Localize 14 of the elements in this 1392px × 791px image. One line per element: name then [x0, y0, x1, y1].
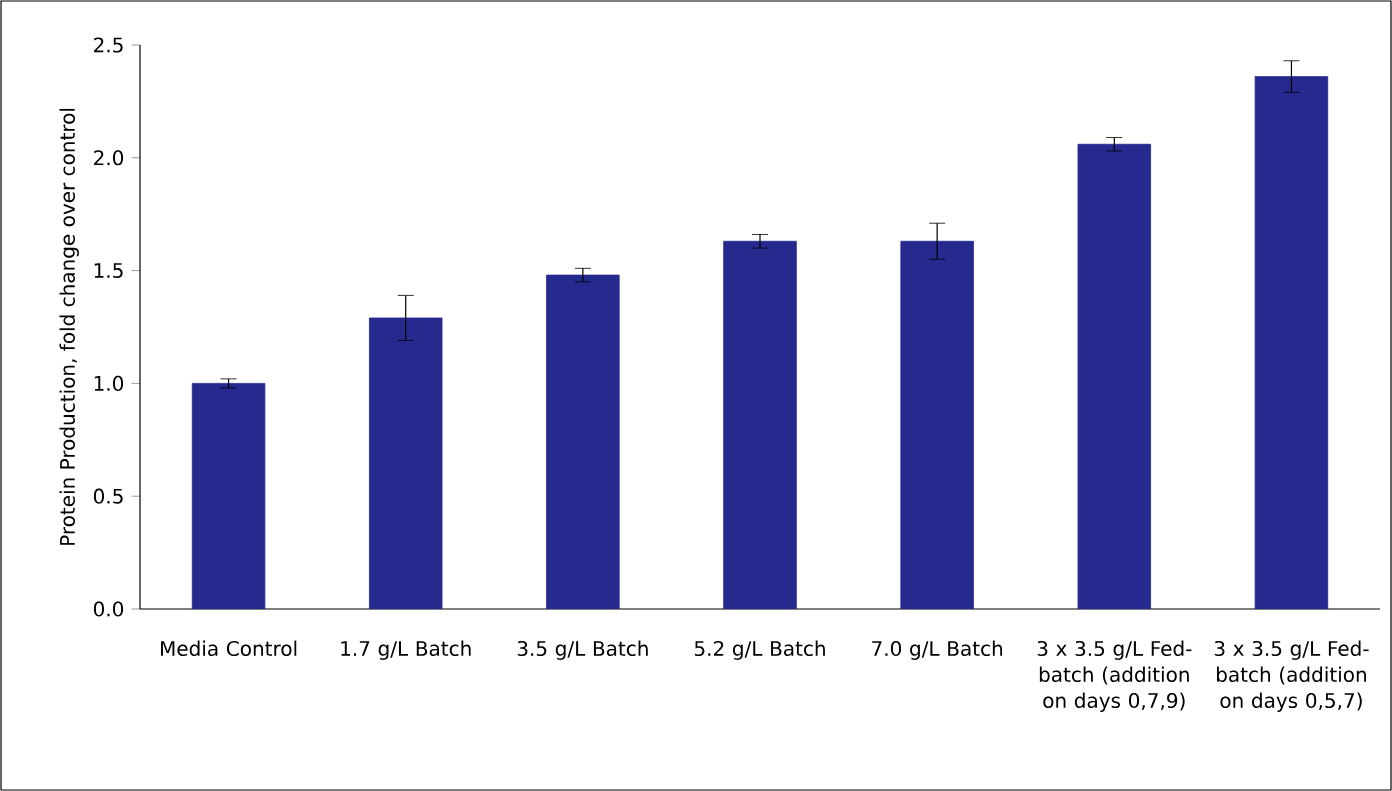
x-tick-label: 5.2 g/L Batch — [694, 640, 825, 660]
y-tick-label: 2.5 — [94, 37, 123, 53]
y-tick-label: 1.0 — [94, 375, 124, 391]
x-tick-label: 3 x 3.5 g/L Fed-batch (addition on days 0,7,9) — [1037, 640, 1192, 712]
y-tick-label: 1.5 — [94, 263, 123, 279]
x-tick-label: 7.0 g/L Batch — [872, 640, 1003, 660]
y-tick-label: 0.5 — [93, 488, 123, 504]
x-tick-label: 3 x 3.5 g/L Fed-batch (addition on days 0,5,7) — [1214, 640, 1369, 712]
x-tick-label: 3.5 g/L Batch — [517, 640, 648, 660]
y-tick-label: 0.0 — [93, 601, 124, 617]
x-tick-label: Media Control — [161, 640, 297, 657]
x-tick-label: 1.7 g/L Batch — [341, 640, 471, 660]
y-tick-label: 2.0 — [94, 150, 124, 166]
y-axis-title: Protein Production, fold change over control — [59, 108, 79, 545]
